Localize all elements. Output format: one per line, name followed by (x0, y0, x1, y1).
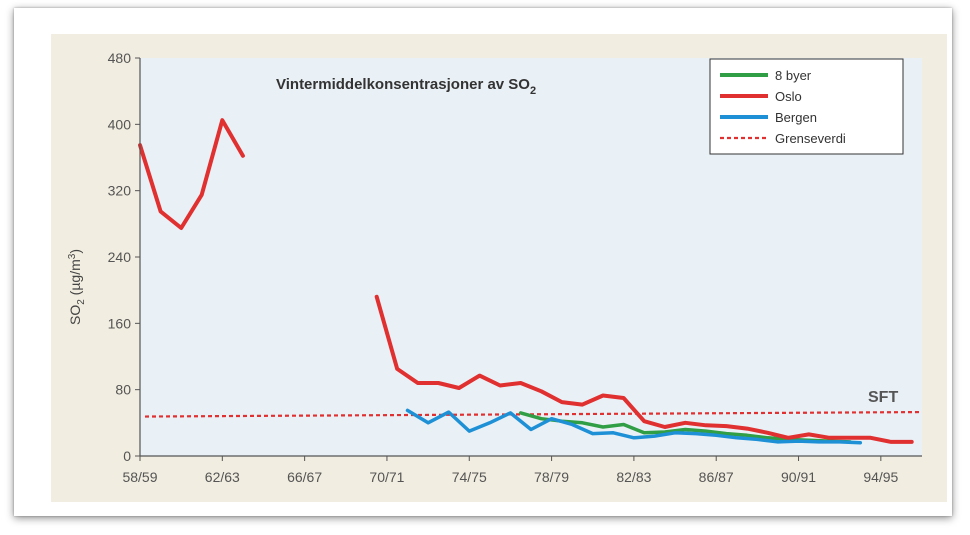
y-tick-label: 400 (108, 116, 132, 132)
series-line-oslo (138, 118, 245, 230)
x-tick-label: 86/87 (699, 469, 734, 485)
x-tick-label: 78/79 (534, 469, 569, 485)
legend-label: Bergen (775, 110, 817, 125)
x-tick-label: 90/91 (781, 469, 816, 485)
legend-label: 8 byer (775, 68, 812, 83)
x-tick-label: 94/95 (863, 469, 898, 485)
x-tick-label: 74/75 (452, 469, 487, 485)
threshold-line (144, 410, 923, 418)
legend-label: Grenseverdi (775, 131, 846, 146)
svg-text:SO2 (µg/m3): SO2 (µg/m3) (67, 249, 87, 325)
y-tick-label: 0 (123, 448, 131, 464)
y-tick-label: 160 (108, 315, 132, 331)
y-tick-label: 480 (108, 50, 132, 66)
x-tick-label: 62/63 (205, 469, 240, 485)
y-tick-label: 320 (108, 183, 132, 199)
y-axis-label: SO2 (µg/m3) (67, 249, 87, 325)
x-tick-label: 58/59 (122, 469, 157, 485)
chart-title: Vintermiddelkonsentrasjoner av SO2 (276, 76, 536, 97)
series-line-bergen (405, 408, 863, 445)
legend: 8 byer Oslo Bergen Grenseverdi (709, 58, 904, 155)
y-tick-label: 240 (108, 249, 132, 265)
legend-label: Oslo (775, 89, 802, 104)
x-tick-label: 66/67 (287, 469, 322, 485)
series-line-oslo (374, 294, 914, 444)
x-tick-label: 70/71 (369, 469, 404, 485)
y-tick-label: 80 (115, 382, 131, 398)
x-tick-label: 82/83 (616, 469, 651, 485)
sft-annotation: SFT (868, 389, 898, 406)
